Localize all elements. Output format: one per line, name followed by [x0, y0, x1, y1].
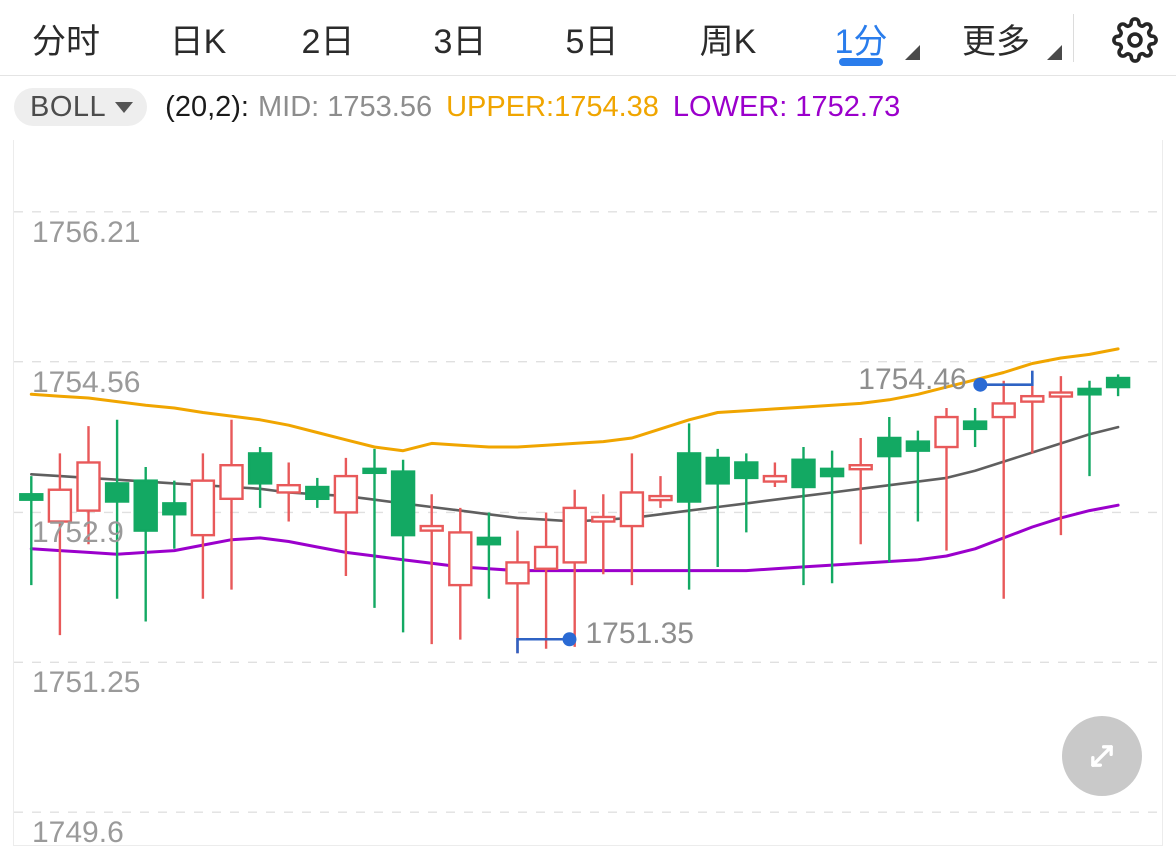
candle	[276, 462, 301, 522]
tab-2[interactable]: 2日	[284, 0, 372, 76]
tab-label: 分时	[32, 22, 100, 61]
chart-canvas	[14, 211, 1162, 813]
candle	[247, 447, 273, 508]
tab-3[interactable]: 3日	[416, 0, 504, 76]
candle	[762, 462, 788, 488]
candle	[905, 430, 931, 522]
indicator-params: (20,2):	[165, 90, 249, 123]
candle	[877, 417, 902, 563]
tab-6[interactable]: 1分	[824, 0, 920, 76]
tab-0[interactable]: 分时	[20, 0, 112, 76]
indicator-selector-button[interactable]: BOLL	[14, 88, 148, 126]
candle	[734, 453, 759, 533]
expand-arrows-icon	[1091, 745, 1113, 767]
candle	[962, 407, 988, 448]
candle	[791, 447, 816, 586]
candle	[19, 476, 44, 586]
indicator-name: BOLL	[30, 90, 107, 123]
candle	[819, 450, 845, 584]
candle	[162, 480, 187, 549]
candlestick-chart[interactable]: 1756.21 1754.56 1752.9 1751.25 1749.6 1754.46…	[13, 140, 1163, 846]
tab-label: 3日	[433, 22, 487, 61]
tab-5[interactable]: 周K	[682, 0, 774, 76]
candle	[190, 453, 216, 599]
tab-active-underline	[839, 58, 883, 66]
candle	[991, 380, 1016, 599]
candle	[476, 512, 502, 599]
indicator-upper-value: UPPER:1754.38	[446, 90, 659, 123]
tab-label: 更多	[962, 22, 1030, 61]
candle	[648, 476, 673, 508]
tab-7[interactable]: 更多	[952, 0, 1062, 76]
chevron-down-icon	[115, 101, 134, 113]
corner-triangle-icon	[1047, 45, 1062, 60]
tab-label: 日K	[169, 22, 227, 61]
candle	[104, 419, 130, 599]
candle	[333, 457, 359, 577]
gear-icon[interactable]	[1108, 13, 1162, 67]
corner-triangle-icon	[905, 45, 920, 60]
candle	[1077, 380, 1102, 477]
candle	[362, 448, 387, 608]
expand-fullscreen-button[interactable]	[1062, 716, 1142, 796]
tab-label: 周K	[699, 22, 757, 61]
candle	[705, 448, 730, 567]
boll-line-upper	[29, 347, 1120, 453]
candle	[562, 489, 587, 647]
candle	[390, 459, 416, 633]
tab-label: 5日	[565, 22, 619, 61]
candle	[1048, 376, 1074, 536]
tab-1[interactable]: 日K	[152, 0, 244, 76]
indicator-mid-value: MID: 1753.56	[258, 90, 433, 123]
indicator-lower-value: LOWER: 1752.73	[672, 90, 901, 123]
candle	[676, 423, 702, 590]
tab-label: 2日	[301, 22, 355, 61]
high-price-marker	[973, 370, 1034, 392]
candle	[591, 494, 616, 575]
candle	[133, 467, 158, 622]
low-price-marker	[516, 632, 577, 654]
candle	[219, 419, 244, 590]
toolbar-divider	[1073, 14, 1074, 62]
candle	[619, 453, 645, 586]
candle	[76, 426, 101, 545]
candle	[47, 453, 73, 636]
candle	[305, 477, 330, 508]
candle	[848, 437, 873, 545]
candle	[419, 494, 444, 645]
tab-4[interactable]: 5日	[548, 0, 636, 76]
candle	[448, 507, 473, 640]
timeframe-tab-bar: 分时 日K 2日 3日 5日 周K 1分 更多	[0, 0, 1176, 76]
indicator-legend: BOLL (20,2): MID: 1753.56 UPPER:1754.38 …	[0, 76, 1176, 138]
candle	[934, 407, 959, 551]
candle	[505, 530, 530, 654]
tab-label: 1分	[834, 22, 888, 61]
candle	[533, 512, 559, 649]
candle	[1105, 374, 1131, 397]
